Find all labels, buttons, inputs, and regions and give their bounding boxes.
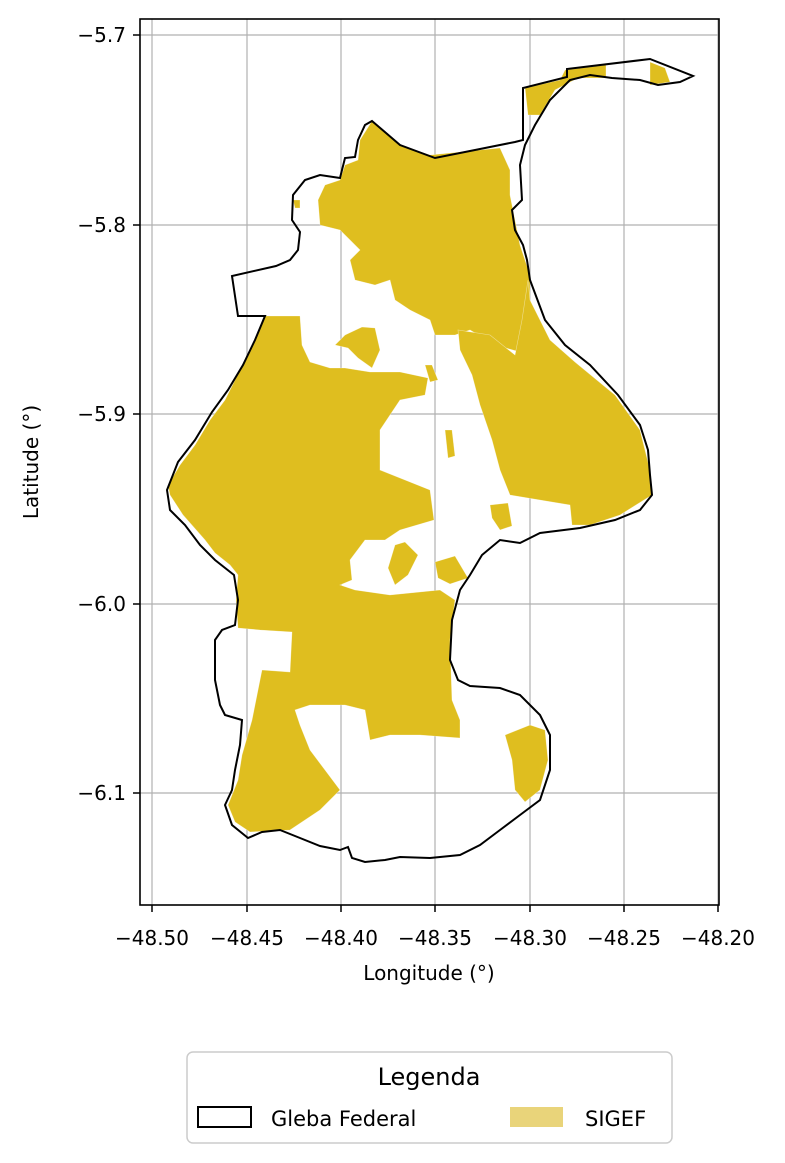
x-tick-label: −48.40 bbox=[304, 926, 378, 950]
x-tick-label: −48.30 bbox=[493, 926, 567, 950]
sigef-parcel-middle-3 bbox=[434, 555, 469, 585]
sigef-parcel-northeast-tip bbox=[649, 61, 671, 86]
sigef-parcel-west-main bbox=[167, 315, 461, 833]
x-tick-label: −48.35 bbox=[398, 926, 472, 950]
y-tick-label: −5.8 bbox=[77, 213, 126, 237]
legend-title: Legenda bbox=[378, 1063, 481, 1091]
x-tick-label: −48.45 bbox=[210, 926, 284, 950]
legend-label-gleba-federal: Gleba Federal bbox=[271, 1107, 416, 1131]
sigef-parcel-north-central bbox=[317, 120, 531, 353]
sigef-parcel-west-sliver bbox=[292, 199, 301, 209]
legend: Legenda Gleba Federal SIGEF bbox=[186, 1051, 673, 1144]
sigef-parcels bbox=[167, 61, 671, 833]
y-tick-label: −6.0 bbox=[77, 592, 126, 616]
x-axis bbox=[151, 905, 719, 912]
sigef-parcel-middle-6 bbox=[424, 364, 439, 383]
sigef-parcel-east bbox=[457, 279, 653, 526]
y-axis bbox=[133, 34, 140, 794]
axes-frame bbox=[139, 18, 720, 906]
x-tick-label: −48.25 bbox=[587, 926, 661, 950]
legend-swatch-sigef bbox=[510, 1107, 563, 1127]
x-axis-title: Longitude (°) bbox=[363, 961, 494, 985]
sigef-parcel-middle-2 bbox=[387, 541, 419, 586]
y-tick-label: −5.7 bbox=[77, 23, 126, 47]
sigef-parcel-middle-4 bbox=[489, 502, 513, 531]
sigef-parcel-southeast bbox=[504, 724, 549, 803]
x-tick-label: −48.20 bbox=[681, 926, 755, 950]
gleba-federal-boundary bbox=[165, 57, 696, 864]
legend-label-sigef: SIGEF bbox=[585, 1107, 646, 1131]
legend-swatch-gleba-federal bbox=[197, 1106, 252, 1128]
sigef-parcel-middle-1 bbox=[334, 326, 381, 369]
y-tick-label: −5.9 bbox=[77, 402, 126, 426]
sigef-parcel-middle-5 bbox=[444, 429, 456, 459]
sigef-parcel-northeast bbox=[524, 64, 607, 116]
y-axis-title: Latitude (°) bbox=[19, 405, 43, 519]
y-tick-label: −6.1 bbox=[77, 781, 126, 805]
x-tick-label: −48.50 bbox=[115, 926, 189, 950]
